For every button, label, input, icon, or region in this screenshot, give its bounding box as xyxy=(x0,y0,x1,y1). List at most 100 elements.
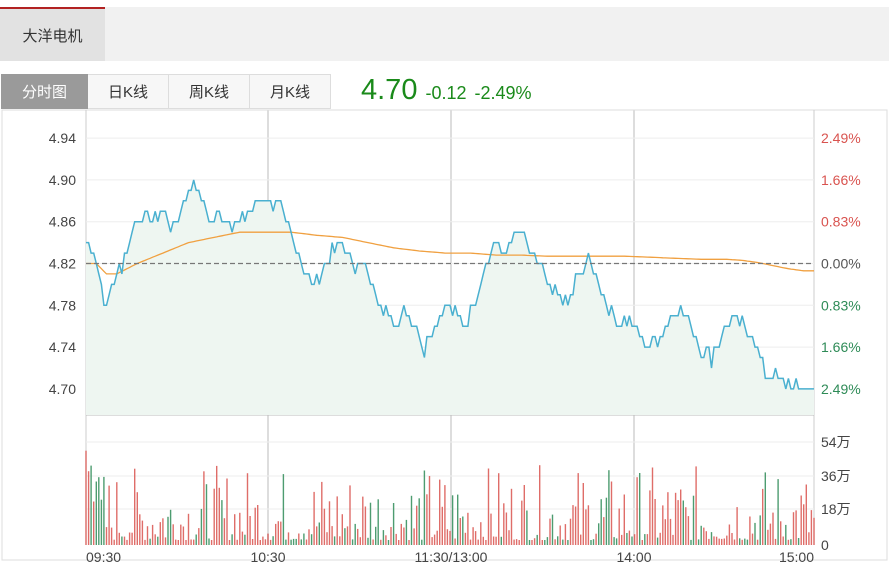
volume-bar xyxy=(121,536,123,545)
volume-bar xyxy=(449,530,451,545)
volume-bar xyxy=(590,540,592,545)
volume-bar xyxy=(564,524,567,545)
volume-bar xyxy=(346,526,349,545)
volume-bar xyxy=(546,537,549,545)
volume-bar xyxy=(118,532,120,545)
volume-bar xyxy=(582,483,584,545)
volume-bar xyxy=(177,540,179,545)
tab-intraday[interactable]: 分时图 xyxy=(1,74,88,109)
volume-bar xyxy=(257,505,259,545)
y-tick-right: 0.83% xyxy=(821,214,861,230)
volume-bar xyxy=(200,508,203,545)
volume-bar xyxy=(577,473,579,545)
volume-bar xyxy=(239,512,241,545)
volume-bar xyxy=(246,473,249,545)
volume-bar xyxy=(354,523,356,545)
y-tick-left: 4.90 xyxy=(49,172,76,188)
volume-bar xyxy=(690,539,692,545)
volume-bar xyxy=(431,537,433,545)
volume-bar xyxy=(182,526,185,545)
volume-bar xyxy=(105,527,108,545)
volume-bar xyxy=(169,509,172,545)
vol-tick: 18万 xyxy=(821,501,851,517)
price-line xyxy=(86,179,814,390)
volume-bar xyxy=(495,536,497,545)
volume-bar xyxy=(392,503,395,545)
volume-bar xyxy=(316,526,318,545)
tab-monthly-k[interactable]: 月K线 xyxy=(250,74,331,109)
volume-bar xyxy=(351,539,354,545)
volume-bar xyxy=(664,519,666,545)
volume-bar xyxy=(785,524,787,545)
volume-bar xyxy=(310,534,313,545)
volume-bar xyxy=(513,539,515,545)
tab-weekly-k[interactable]: 周K线 xyxy=(169,74,250,109)
volume-bar xyxy=(472,527,474,545)
volume-bar xyxy=(205,484,208,545)
volume-bar xyxy=(651,467,654,545)
volume-bar xyxy=(715,536,718,545)
volume-bar xyxy=(282,474,285,545)
vol-tick: 36万 xyxy=(821,468,851,484)
volume-bar xyxy=(151,524,154,545)
volume-bar xyxy=(236,539,238,545)
y-tick-left: 4.78 xyxy=(49,297,76,313)
volume-bar xyxy=(721,538,723,545)
volume-bar xyxy=(208,538,210,545)
volume-bar xyxy=(321,481,323,545)
volume-bar xyxy=(708,538,710,545)
volume-bar xyxy=(313,491,315,545)
volume-bar xyxy=(210,540,213,545)
volume-bar xyxy=(541,540,543,545)
volume-bar xyxy=(503,503,505,545)
volume-bar xyxy=(554,539,556,545)
volume-bar xyxy=(636,477,638,545)
volume-bar xyxy=(769,523,772,545)
volume-bar xyxy=(339,536,341,545)
volume-bar xyxy=(100,499,103,545)
volume-bar xyxy=(536,534,538,545)
volume-bar xyxy=(359,537,361,545)
volume-bar xyxy=(533,538,536,545)
volume-bar xyxy=(797,538,800,545)
y-tick-left: 4.94 xyxy=(49,130,76,146)
volume-bar xyxy=(195,534,197,545)
volume-bar xyxy=(144,539,146,545)
volume-bar xyxy=(528,540,531,545)
stock-name-tab[interactable]: 大洋电机 xyxy=(0,7,105,61)
volume-bar xyxy=(290,539,292,545)
volume-bar xyxy=(85,450,87,545)
volume-bar xyxy=(262,536,264,545)
volume-bar xyxy=(305,539,308,545)
volume-bar xyxy=(300,539,302,545)
volume-bar xyxy=(446,529,449,545)
volume-bar xyxy=(418,498,420,545)
price-change: -0.12 xyxy=(425,83,467,103)
volume-bar xyxy=(367,537,369,545)
volume-bar xyxy=(613,537,615,545)
volume-bar xyxy=(123,536,126,545)
volume-bar xyxy=(728,524,731,545)
volume-bar xyxy=(457,494,459,545)
volume-bar xyxy=(790,539,792,545)
tab-daily-k[interactable]: 日K线 xyxy=(88,74,169,109)
volume-bar xyxy=(405,519,408,545)
volume-bar xyxy=(223,518,226,545)
volume-bar xyxy=(272,536,274,545)
volume-bar xyxy=(187,513,190,545)
volume-bar xyxy=(587,505,590,545)
volume-bar xyxy=(108,485,110,545)
volume-bar xyxy=(672,534,674,545)
price-area xyxy=(86,179,814,415)
volume-bar xyxy=(810,510,813,545)
volume-bar xyxy=(680,489,682,545)
volume-bar xyxy=(95,481,97,545)
volume-bar xyxy=(654,499,656,545)
volume-bar xyxy=(610,481,613,545)
volume-bar xyxy=(713,536,715,545)
volume-bar xyxy=(98,477,100,545)
volume-bar xyxy=(557,536,559,545)
volume-bar xyxy=(813,517,815,545)
volume-bar xyxy=(531,540,533,545)
volume-bar xyxy=(444,485,446,545)
